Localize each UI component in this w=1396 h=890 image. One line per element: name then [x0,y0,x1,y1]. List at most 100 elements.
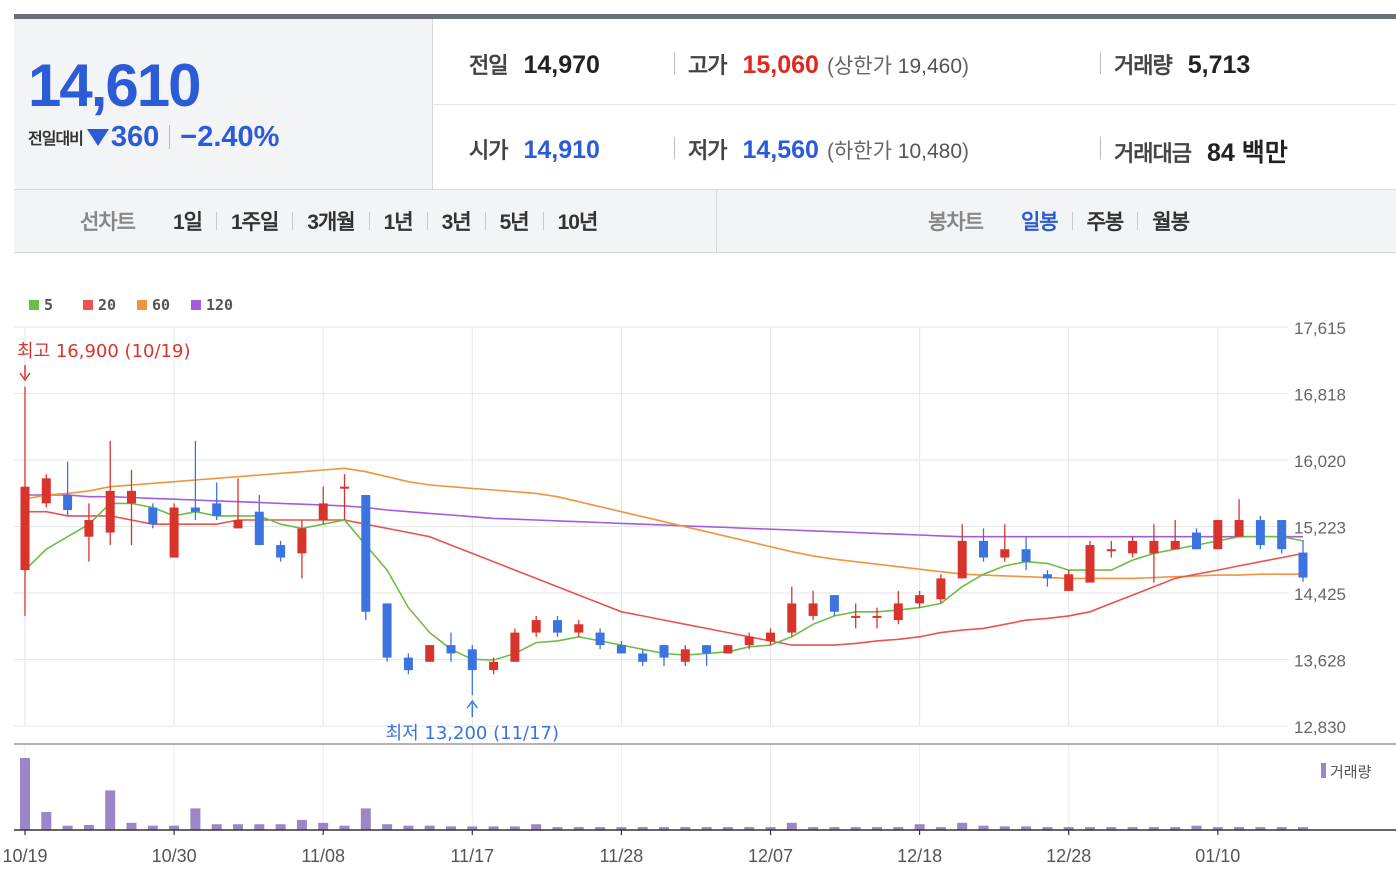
candle-body [190,507,200,512]
volume-bar [190,808,201,830]
candle-body [1085,545,1095,583]
candle-body [1000,549,1010,558]
candle-body [808,603,818,616]
volume-bar [41,812,52,830]
candle-body [105,490,115,533]
volume-bar [1276,827,1287,830]
x-tick-label: 12/28 [1046,846,1091,866]
stat-value: 84 백만 [1206,139,1288,167]
period-3m-button[interactable]: 3개월 [307,211,355,234]
legend-label: 5 [44,296,53,314]
legend-swatch [83,300,93,310]
volume-bar [509,826,520,830]
stat-low: 저가 14,560 (하한가 10,480) [688,133,969,165]
sub-label: 상한가 [833,55,892,78]
divider [1071,212,1073,230]
candle-body [127,490,136,504]
y-tick-label: 16,818 [1294,386,1346,405]
legend-swatch [191,300,201,310]
volume-bar [467,826,478,830]
candle-body [382,603,392,658]
stat-prev-close: 전일 14,970 [469,48,600,80]
volume-bar [552,827,563,830]
period-5y-button[interactable]: 5년 [499,211,530,234]
volume-legend-label: 거래량 [1330,763,1372,781]
y-tick-label: 16,020 [1294,452,1346,471]
x-tick-label: 01/10 [1195,846,1240,866]
volume-bar [531,824,542,830]
volume-bar [957,822,968,830]
candle-body [723,645,733,654]
volume-bar [1234,827,1245,830]
volume-bar [446,826,456,830]
candle-body [425,645,435,662]
x-tick-label: 10/19 [2,846,47,866]
volume-bar [20,758,30,830]
volume-bar [872,827,882,830]
candle-body [510,632,520,662]
candle-body [680,649,690,662]
volume-bar [83,824,94,830]
weekly-candle-button[interactable]: 주봉 [1086,211,1125,234]
stat-label: 거래대금 [1114,141,1192,166]
stat-value: 5,713 [1187,51,1251,79]
candle-body [1021,549,1031,562]
divider [674,137,675,159]
stat-value: 15,060 [742,51,819,79]
volume-bar [765,827,776,830]
stat-sub: (상한가 19,460) [826,55,969,78]
candle-body [638,653,648,662]
x-tick-label: 12/18 [897,846,942,866]
candle-body [1128,540,1138,554]
candle-body [616,645,626,654]
volume-legend-swatch [1321,763,1326,778]
change-amount: 360 [110,120,160,153]
monthly-candle-button[interactable]: 월봉 [1152,211,1190,234]
volume-bar [637,827,648,830]
candle-body [41,478,51,504]
stat-volume: 거래량 5,713 [1114,48,1250,80]
period-1d-button[interactable]: 1일 [172,211,203,234]
low-annotation: 최저 13,200 (11/17) [386,723,559,744]
candle-body [1064,574,1074,591]
period-1w-button[interactable]: 1주일 [230,211,279,234]
quote-summary: 14,610 전일대비 360 −2.40% 전일 14,970 고가 15,0… [14,19,1396,190]
x-tick-label: 12/07 [748,846,793,866]
price-block: 14,610 전일대비 360 −2.40% [14,19,433,189]
daily-candle-button[interactable]: 일봉 [1020,211,1059,234]
period-3y-button[interactable]: 3년 [441,211,472,234]
change-percent: −2.40% [180,120,280,153]
divider [484,212,486,230]
candle-chart-label: 봉차트 [928,211,984,234]
volume-bar [786,822,797,830]
divider [169,125,171,149]
x-tick-label: 11/08 [301,846,345,866]
candle-body [553,620,562,633]
stat-high: 고가 15,060 (상한가 19,460) [688,48,969,80]
candle-body [1042,574,1052,579]
stat-value: 14,970 [523,51,600,79]
sub-value: 10,480 [897,140,962,163]
volume-bar [1148,827,1159,830]
y-tick-label: 15,223 [1294,519,1346,538]
volume-bar [1085,827,1095,830]
volume-bar [126,822,137,830]
stat-open: 시가 14,910 [469,133,600,165]
volume-bar [680,827,691,830]
stat-label: 거래량 [1114,53,1173,78]
volume-bar [147,825,158,830]
period-1y-button[interactable]: 1년 [383,211,414,234]
candle-body [766,632,775,641]
divider [368,212,370,230]
divider [426,212,428,230]
candle-body [1277,520,1287,550]
candle-body [20,486,30,571]
period-10y-button[interactable]: 10년 [557,211,599,234]
candle-body [276,545,286,558]
volume-bar [573,827,584,830]
volume-bar [808,827,819,830]
candle-body [915,595,925,604]
candle-body [84,520,94,537]
candle-body [254,511,264,546]
volume-bar [893,827,904,830]
